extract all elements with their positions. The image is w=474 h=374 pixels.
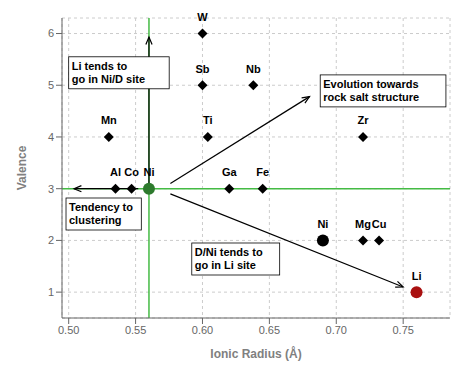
svg-text:Sb: Sb [195, 63, 209, 75]
svg-text:Mn: Mn [101, 114, 117, 126]
svg-text:5: 5 [48, 79, 54, 91]
svg-text:Evolution towardsrock salt str: Evolution towardsrock salt structure [323, 78, 419, 103]
svg-text:Ni: Ni [143, 166, 154, 178]
svg-text:W: W [197, 11, 208, 23]
svg-text:Co: Co [124, 166, 139, 178]
svg-text:Li tends togo in Ni/D site: Li tends togo in Ni/D site [72, 60, 145, 85]
svg-text:Zr: Zr [358, 114, 370, 126]
svg-text:Tendency toclustering: Tendency toclustering [69, 201, 133, 226]
svg-text:Fe: Fe [256, 166, 269, 178]
svg-text:0.75: 0.75 [392, 324, 413, 336]
svg-text:6: 6 [48, 27, 54, 39]
svg-text:Valence: Valence [15, 145, 29, 190]
svg-text:Al: Al [110, 166, 121, 178]
svg-text:4: 4 [48, 131, 54, 143]
svg-text:0.50: 0.50 [58, 324, 79, 336]
svg-text:Ti: Ti [203, 114, 213, 126]
svg-text:Ionic Radius (Å): Ionic Radius (Å) [210, 346, 301, 361]
svg-text:Nb: Nb [246, 63, 261, 75]
svg-text:Cu: Cu [372, 218, 387, 230]
svg-text:Ga: Ga [222, 166, 238, 178]
svg-text:3: 3 [48, 183, 54, 195]
svg-text:Mg: Mg [355, 218, 371, 230]
svg-text:Ni: Ni [317, 218, 328, 230]
svg-text:0.65: 0.65 [259, 324, 280, 336]
svg-text:D/Ni tends togo in Li site: D/Ni tends togo in Li site [195, 246, 263, 271]
svg-text:0.55: 0.55 [125, 324, 146, 336]
svg-text:1: 1 [48, 286, 54, 298]
svg-text:Li: Li [412, 270, 422, 282]
svg-text:2: 2 [48, 234, 54, 246]
svg-text:0.70: 0.70 [326, 324, 347, 336]
svg-text:0.60: 0.60 [192, 324, 213, 336]
